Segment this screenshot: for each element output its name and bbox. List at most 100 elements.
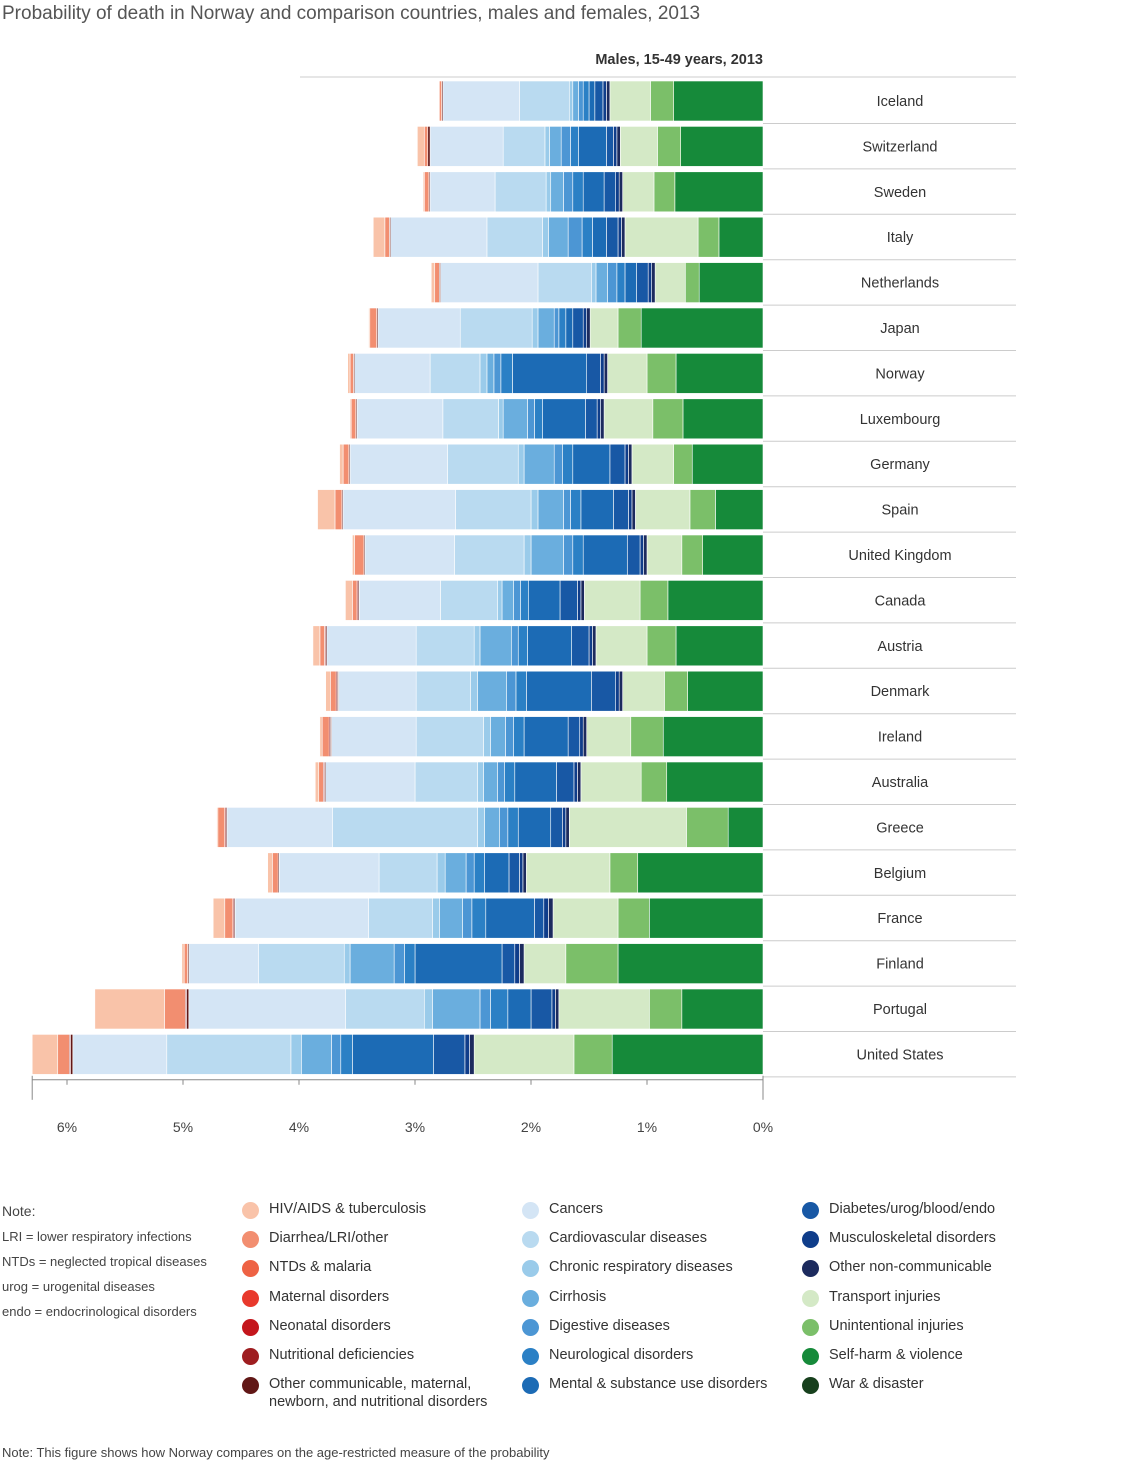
bar-switzerland-cancers <box>429 126 504 167</box>
x-tick-label: 2% <box>521 1119 541 1135</box>
bar-united-states-diabetes-urog-blood-endo <box>433 1034 466 1075</box>
bar-norway-other-non-communicable <box>603 353 608 394</box>
bar-austria-self-harm-violence <box>675 625 764 667</box>
bar-switzerland-other-non-communicable <box>616 126 621 167</box>
country-label-denmark: Denmark <box>871 684 931 700</box>
bar-italy-chronic-respiratory-diseases <box>542 216 549 258</box>
bar-sweden-cancers <box>429 171 496 213</box>
country-labels-group: Iceland Switzerland Sweden Italy Netherlands… <box>848 94 951 1063</box>
bar-iceland-chronic-respiratory-diseases <box>568 80 574 122</box>
bar-spain-self-harm-violence <box>715 489 764 530</box>
bar-australia-diarrhea-lri-other <box>318 761 324 803</box>
bar-united-states-digestive-diseases <box>331 1034 342 1075</box>
bar-italy-mental-substance-use-disorders <box>592 216 607 258</box>
legend-label: Self-harm & violence <box>829 1347 963 1363</box>
legend-swatch <box>242 1318 259 1336</box>
bar-japan-self-harm-violence <box>640 307 764 349</box>
bar-switzerland-mental-substance-use-disorders <box>578 126 607 167</box>
country-label-greece: Greece <box>876 820 924 836</box>
bar-spain-chronic-respiratory-diseases <box>530 489 539 530</box>
bar-germany-hiv-aids-tuberculosis <box>339 443 344 485</box>
stacked-bar-chart: Males, 15-49 years, 2013 Iceland Switzerl… <box>31 52 1016 1135</box>
bar-finland-chronic-respiratory-diseases <box>343 943 351 984</box>
bar-united-kingdom-cancers <box>364 534 455 576</box>
note-title: Note: <box>2 1203 36 1219</box>
bar-sweden-mental-substance-use-disorders <box>582 171 605 213</box>
bar-united-states-transport-injuries <box>473 1034 575 1075</box>
country-label-germany: Germany <box>870 457 930 473</box>
bar-united-states-other-non-communicable <box>469 1034 475 1075</box>
bar-sweden-self-harm-violence <box>674 171 764 213</box>
legend-label: Cirrhosis <box>549 1288 607 1305</box>
bar-italy-musculoskeletal-disorders <box>617 216 622 258</box>
country-label-australia: Australia <box>872 775 929 791</box>
bar-greece-other-non-communicable <box>565 807 570 848</box>
legend-swatch <box>802 1348 819 1365</box>
bar-greece-mental-substance-use-disorders <box>517 807 552 848</box>
bar-ireland-self-harm-violence <box>662 716 764 757</box>
bar-sweden-diabetes-urog-blood-endo <box>603 171 616 213</box>
bar-germany-neurological-disorders <box>562 443 574 485</box>
bar-japan-cancers <box>377 307 461 349</box>
bar-norway-hiv-aids-tuberculosis <box>347 353 351 394</box>
bar-italy-diarrhea-lri-other <box>384 216 390 258</box>
bar-united-states-other-communicable-maternal-newborn-and-nutritional-disorders <box>70 1034 74 1075</box>
bar-netherlands-cirrhosis <box>595 262 608 303</box>
bar-ireland-cancers <box>331 716 417 757</box>
bar-austria-digestive-diseases <box>510 625 519 667</box>
bar-australia-hiv-aids-tuberculosis <box>314 761 320 803</box>
bar-france-digestive-diseases <box>462 897 473 939</box>
bar-portugal-cardiovascular-diseases <box>345 988 425 1030</box>
bar-portugal-mental-substance-use-disorders <box>507 988 532 1030</box>
bar-portugal-other-communicable-maternal-newborn-and-nutritional-disorders <box>186 988 190 1030</box>
bar-denmark-self-harm-violence <box>687 670 764 712</box>
bar-norway-chronic-respiratory-diseases <box>479 353 488 394</box>
bar-belgium-transport-injuries <box>526 852 611 894</box>
bar-luxembourg-hiv-aids-tuberculosis <box>349 398 352 440</box>
bar-canada-neurological-disorders <box>520 580 529 621</box>
bar-norway-cardiovascular-diseases <box>429 353 481 394</box>
bar-canada-cancers <box>359 580 441 621</box>
bar-spain-diarrhea-lri-other <box>334 489 343 530</box>
bar-norway-mental-substance-use-disorders <box>512 353 587 394</box>
bar-sweden-unintentional-injuries <box>653 171 676 213</box>
bar-denmark-transport-injuries <box>622 670 665 712</box>
bar-iceland-cancers <box>442 80 520 122</box>
bar-belgium-cancers <box>278 852 380 894</box>
bar-united-states-cancers <box>72 1034 168 1075</box>
country-label-iceland: Iceland <box>877 94 924 110</box>
legend-label: Other non-communicable <box>829 1259 992 1276</box>
bar-france-cancers <box>234 897 369 939</box>
bar-ireland-other-non-communicable <box>582 716 587 757</box>
bar-germany-musculoskeletal-disorders <box>624 443 629 485</box>
bar-italy-neurological-disorders <box>581 216 593 258</box>
country-label-canada: Canada <box>875 593 927 609</box>
bar-spain-cirrhosis <box>537 489 564 530</box>
bar-sweden-chronic-respiratory-diseases <box>545 171 552 213</box>
bar-austria-hiv-aids-tuberculosis <box>312 625 321 667</box>
x-tick-label: 5% <box>173 1119 193 1135</box>
bar-italy-digestive-diseases <box>567 216 583 258</box>
bar-japan-musculoskeletal-disorders <box>582 307 587 349</box>
bar-ireland-hiv-aids-tuberculosis <box>319 716 323 757</box>
bar-greece-neurological-disorders <box>507 807 519 848</box>
legend-label: Unintentional injuries <box>829 1317 964 1334</box>
bar-spain-digestive-diseases <box>563 489 571 530</box>
bar-greece-musculoskeletal-disorders <box>562 807 567 848</box>
country-label-norway: Norway <box>875 366 925 382</box>
bar-canada-diabetes-urog-blood-endo <box>559 580 578 621</box>
bar-belgium-unintentional-injuries <box>609 852 639 894</box>
bar-france-mental-substance-use-disorders <box>485 897 535 939</box>
legend-label: Chronic respiratory diseases <box>549 1259 733 1276</box>
legend-swatch <box>242 1377 259 1395</box>
bar-germany-cirrhosis <box>523 443 555 485</box>
bar-austria-neurological-disorders <box>517 625 528 667</box>
legend-label: Transport injuries <box>829 1288 941 1305</box>
bar-sweden-hiv-aids-tuberculosis <box>422 171 425 213</box>
bar-austria-musculoskeletal-disorders <box>588 625 593 667</box>
bar-united-states-self-harm-violence <box>611 1034 764 1075</box>
bar-australia-cancers <box>325 761 416 803</box>
bar-luxembourg-self-harm-violence <box>682 398 764 440</box>
bar-netherlands-chronic-respiratory-diseases <box>591 262 597 303</box>
country-label-ireland: Ireland <box>878 730 922 746</box>
